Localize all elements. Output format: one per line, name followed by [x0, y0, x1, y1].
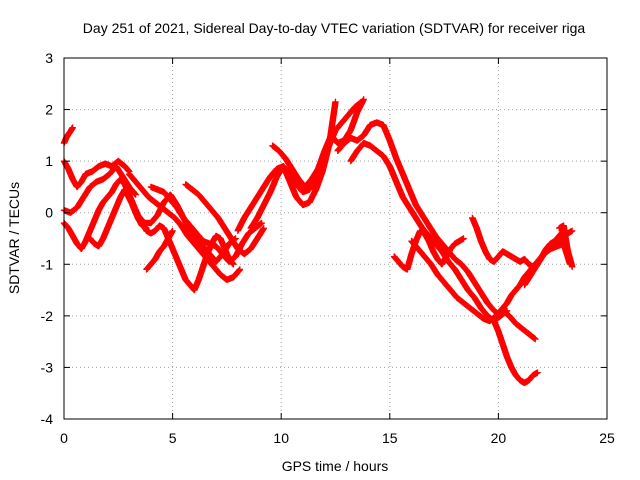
series-arc-18 — [469, 214, 567, 271]
marker-trace — [143, 227, 176, 273]
marker-trace — [490, 317, 541, 387]
chart-title: Day 251 of 2021, Sidereal Day-to-day VTE… — [83, 20, 586, 36]
x-tick-label: 5 — [169, 430, 177, 446]
marker-trace — [182, 181, 267, 258]
y-tick-label: -4 — [41, 411, 54, 427]
series-arc-11 — [234, 98, 365, 234]
marker-trace — [247, 98, 339, 232]
x-tick-label: 20 — [491, 430, 507, 446]
y-tick-label: -1 — [41, 256, 54, 272]
marker-trace — [469, 214, 567, 271]
grid — [64, 58, 607, 419]
x-tick-label: 10 — [273, 430, 289, 446]
x-axis-label: GPS time / hours — [282, 458, 389, 474]
marker-trace — [60, 124, 76, 147]
series-arc-15 — [347, 139, 511, 325]
plot-area — [60, 96, 576, 387]
marker-trace — [334, 119, 504, 320]
y-axis-label: SDTVAR / TECUs — [6, 182, 22, 294]
axes-frame — [63, 57, 608, 420]
y-tick-label: 3 — [45, 50, 53, 66]
series-arc-22 — [556, 222, 576, 271]
series-arc-10 — [182, 181, 267, 258]
marker-trace — [556, 222, 576, 271]
y-tick-label: -3 — [41, 359, 54, 375]
series-arc-13 — [269, 96, 367, 191]
marker-trace — [126, 170, 244, 283]
series-arc-01 — [60, 124, 76, 147]
series-arc-08 — [143, 227, 176, 273]
marker-trace — [347, 139, 511, 325]
x-tick-label: 25 — [599, 430, 615, 446]
series-arc-14 — [334, 119, 504, 320]
marker-trace — [234, 98, 365, 234]
series-arc-20 — [490, 317, 541, 387]
x-tick-label: 15 — [382, 430, 398, 446]
y-tick-label: -2 — [41, 308, 54, 324]
series-arc-12 — [247, 98, 339, 232]
y-tick-label: 1 — [45, 153, 53, 169]
series-arc-06 — [126, 170, 244, 283]
marker-trace — [269, 96, 367, 191]
y-tick-label: 2 — [45, 102, 53, 118]
y-tick-label: 0 — [45, 205, 53, 221]
x-tick-label: 0 — [60, 430, 68, 446]
axis-ticks: 0 5 10 15 20 25 -4 -3 -2 -1 0 1 2 3 — [41, 50, 615, 446]
